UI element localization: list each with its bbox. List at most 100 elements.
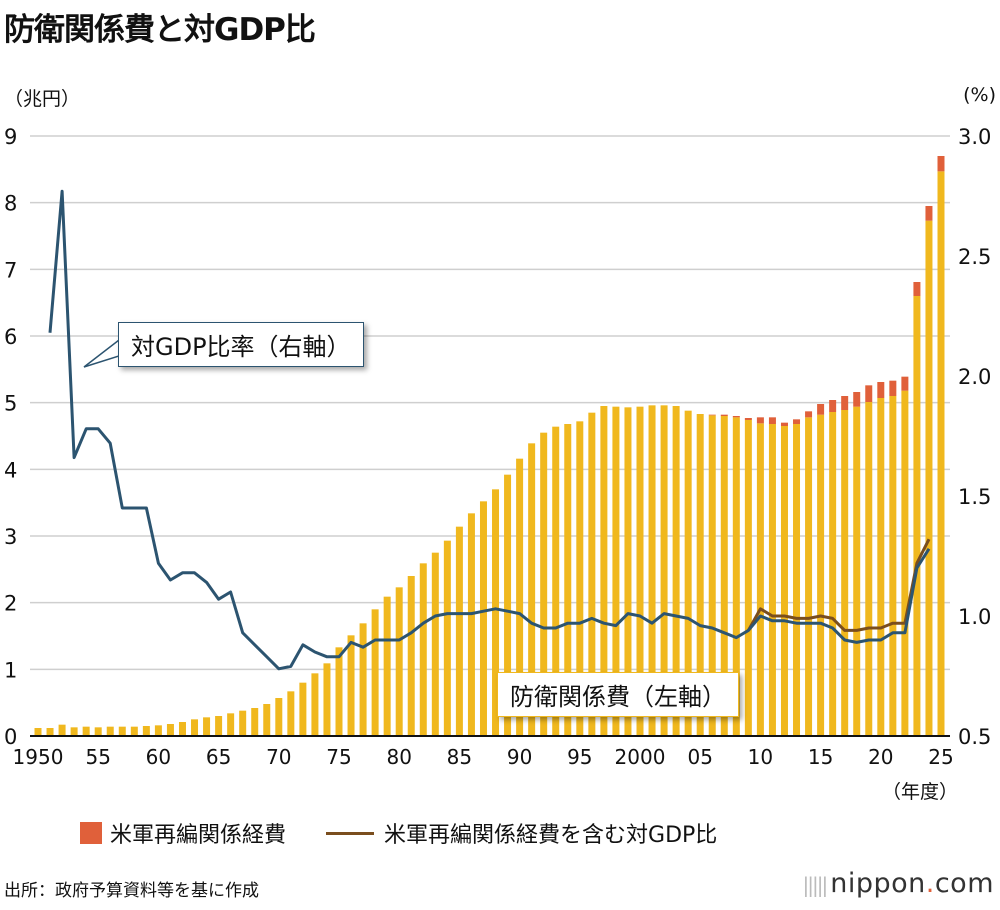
bar-defense-budget: [407, 576, 415, 736]
bar-defense-budget: [877, 398, 885, 736]
bar-defense-budget: [588, 412, 596, 736]
bar-defense-budget: [275, 698, 283, 736]
bar-defense-budget: [106, 726, 114, 736]
bar-defense-budget: [311, 673, 319, 736]
bar-realignment-cost: [756, 417, 764, 424]
bar-defense-budget: [263, 704, 271, 736]
x-tick-label: 80: [386, 745, 411, 769]
bar-defense-budget: [431, 552, 439, 736]
logo-suffix: com: [934, 868, 994, 899]
bar-defense-budget: [347, 635, 355, 736]
bar-realignment-cost: [901, 376, 909, 391]
ratio-annotation: 対GDP比率（右軸）: [118, 322, 364, 367]
bar-defense-budget: [624, 407, 632, 736]
bar-defense-budget: [166, 724, 174, 736]
left-tick-label: 7: [4, 258, 17, 282]
bar-defense-budget: [178, 722, 186, 736]
x-tick-label: 90: [507, 745, 532, 769]
bar-defense-budget: [901, 390, 909, 736]
bar-defense-budget: [455, 526, 463, 736]
bar-defense-budget: [889, 396, 897, 736]
left-axis-unit: （兆円）: [4, 88, 81, 110]
line-gdp-ratio: [48, 189, 931, 671]
bar-defense-budget: [612, 406, 620, 736]
budget-annotation: 防衛関係費（左軸）: [497, 672, 739, 717]
x-tick-label: 55: [85, 745, 110, 769]
legend: 米軍再編関係経費 米軍再編関係経費を含む対GDP比: [80, 817, 717, 849]
bar-defense-budget: [191, 719, 199, 736]
bar-realignment-cost: [780, 422, 788, 426]
bar-defense-budget: [913, 296, 921, 736]
chart-title: 防衛関係費と対GDP比: [4, 12, 316, 48]
bar-defense-budget: [696, 414, 704, 736]
source-note: 出所：政府予算資料等を基に作成: [4, 881, 259, 901]
left-tick-label: 6: [4, 325, 17, 349]
bar-defense-budget: [70, 727, 78, 736]
bar-realignment-cost: [720, 414, 728, 416]
left-tick-label: 9: [4, 125, 17, 149]
bar-defense-budget: [492, 489, 500, 736]
bar-defense-budget: [287, 691, 295, 736]
x-tick-label: 10: [748, 745, 773, 769]
bar-defense-budget: [853, 406, 861, 736]
x-tick-label: 65: [206, 745, 231, 769]
bar-defense-budget: [708, 415, 716, 736]
bar-defense-budget: [648, 405, 656, 736]
bar-defense-budget: [94, 727, 102, 736]
right-tick-label: 1.0: [958, 605, 991, 629]
bar-defense-budget: [58, 724, 66, 736]
bar-realignment-cost: [793, 419, 801, 424]
right-tick-label: 1.5: [958, 485, 991, 509]
bar-defense-budget: [215, 716, 223, 736]
bar-defense-budget: [829, 412, 837, 736]
bar-defense-budget: [118, 726, 126, 736]
bar-realignment-cost: [877, 382, 885, 398]
right-tick-label: 2.0: [958, 365, 991, 389]
bar-defense-budget: [479, 501, 487, 736]
bar-defense-budget: [841, 410, 849, 736]
right-tick-label: 0.5: [958, 725, 991, 749]
bar-defense-budget: [636, 406, 644, 736]
x-tick-label: 95: [567, 745, 592, 769]
bar-defense-budget: [239, 710, 247, 736]
bar-defense-budget: [383, 596, 391, 736]
left-tick-label: 3: [4, 525, 17, 549]
bar-defense-budget: [528, 443, 536, 736]
bar-defense-budget: [227, 713, 235, 736]
left-tick-label: 2: [4, 592, 17, 616]
bar-defense-budget: [299, 682, 307, 736]
bar-defense-budget: [817, 414, 825, 736]
bar-defense-budget: [768, 424, 776, 736]
x-tick-label: 70: [266, 745, 291, 769]
callout-pointer: [83, 338, 120, 368]
left-tick-label: 4: [4, 458, 17, 482]
bar-defense-budget: [130, 726, 138, 736]
bar-realignment-cost: [829, 400, 837, 412]
bar-defense-budget: [154, 725, 162, 736]
bar-defense-budget: [720, 416, 728, 736]
bar-realignment-cost: [708, 414, 716, 416]
bar-defense-budget: [504, 474, 512, 736]
bar-realignment-cost: [817, 404, 825, 415]
bar-defense-budget: [744, 420, 752, 736]
bar-realignment-cost: [925, 206, 933, 221]
right-axis-unit: (%): [963, 84, 996, 106]
bar-defense-budget: [865, 402, 873, 736]
legend-line-ratio-incl: [326, 831, 375, 835]
bar-defense-budget: [467, 513, 475, 736]
line-gdp-ratio-incl-realignment: [747, 538, 931, 632]
bar-defense-budget: [576, 421, 584, 736]
x-tick-label: 2000: [615, 745, 666, 769]
left-tick-label: 1: [4, 658, 17, 682]
bar-defense-budget: [46, 728, 54, 736]
bar-defense-budget: [443, 540, 451, 736]
bar-realignment-cost: [805, 411, 813, 418]
logo-bars-icon: |||||: [802, 873, 829, 897]
bar-defense-budget: [793, 424, 801, 736]
bar-defense-budget: [660, 405, 668, 736]
bar-realignment-cost: [732, 416, 740, 418]
bar-realignment-cost: [913, 282, 921, 296]
bar-defense-budget: [600, 406, 608, 736]
logo-name: nippon: [830, 868, 926, 899]
